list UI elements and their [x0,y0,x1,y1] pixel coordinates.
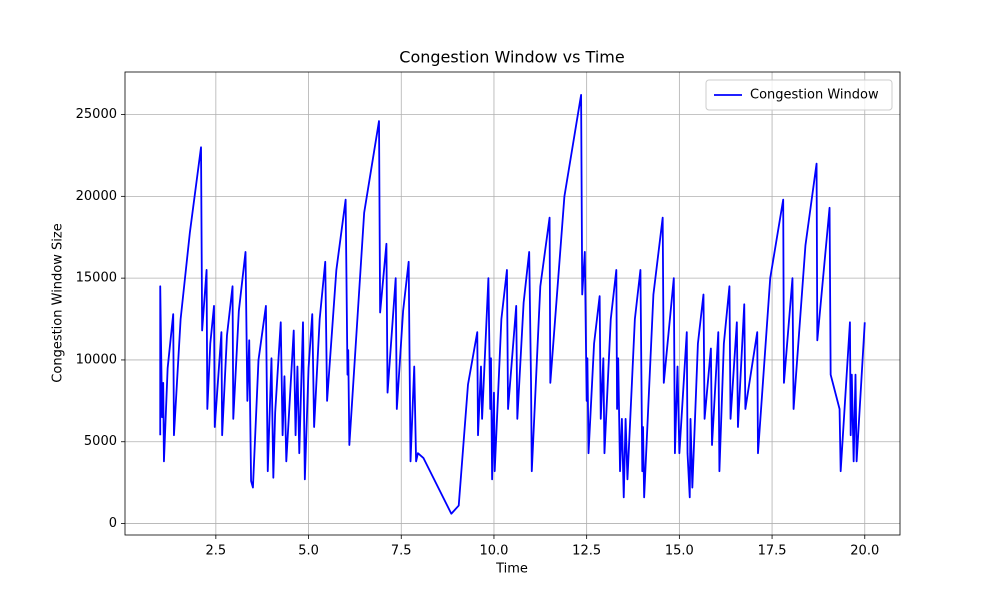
x-tick-label: 17.5 [758,544,787,559]
y-axis-label: Congestion Window Size [51,223,66,382]
plot-frame [124,71,901,536]
x-tick-label: 2.5 [206,544,227,559]
y-tick-label: 5000 [84,434,117,449]
x-tick-label: 7.5 [391,544,412,559]
x-axis-label: Time [495,562,528,577]
x-tick-label: 15.0 [665,544,694,559]
y-tick-label: 15000 [76,271,117,286]
x-tick-label: 10.0 [479,544,508,559]
x-tick-label: 20.0 [850,544,879,559]
chart-title: Congestion Window vs Time [399,48,624,67]
legend-box [705,79,893,111]
y-tick-label: 10000 [76,352,117,367]
x-tick-label: 12.5 [572,544,601,559]
x-tick-label: 5.0 [298,544,319,559]
legend-label: Congestion Window [750,88,879,103]
y-tick-label: 0 [109,516,117,531]
data-line [159,94,866,515]
y-tick-label: 25000 [76,107,117,122]
y-tick-label: 20000 [76,189,117,204]
